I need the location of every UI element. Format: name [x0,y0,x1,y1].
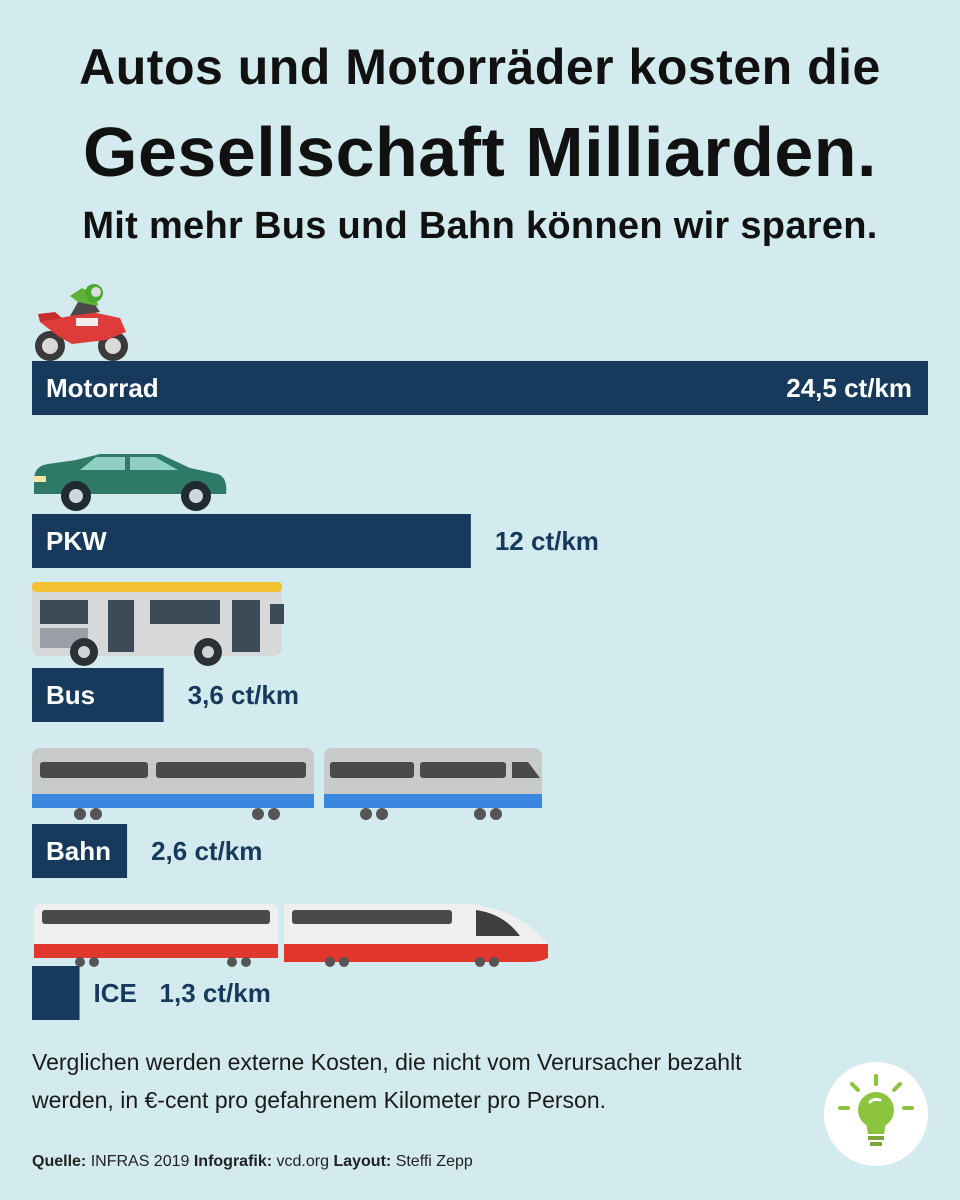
infografik-value: vcd.org [276,1153,329,1170]
title-line-1: Autos und Motorräder kosten die [79,39,881,95]
source-line: Quelle: INFRAS 2019 Infografik: vcd.org … [32,1153,473,1171]
bar-label-motorrad: Motorrad [46,373,159,403]
value-label-bahn: 2,6 ct/km [151,836,262,866]
ice-train-icon [34,904,548,967]
bar-motorrad [32,361,928,415]
footnote: Verglichen werden externe Kosten, die ni… [32,1049,742,1113]
bar-bahn [32,824,128,878]
bar-ice [32,966,80,1020]
car-icon [34,454,227,511]
bus-icon [32,582,284,666]
lightbulb-icon [838,1074,914,1146]
bar-label-pkw: PKW [46,526,107,556]
bar-label-ice: ICE [94,978,137,1008]
bar-pkw [32,514,471,568]
infografik-label: Infografik: [193,1153,273,1170]
value-label-ice: 1,3 ct/km [160,978,271,1008]
bars-group: Motorrad 24,5 ct/km PKW 12 ct/km Bus 3,6 ct/k… [32,361,928,1020]
value-label-bus: 3,6 ct/km [188,680,299,710]
source-value: INFRAS 2019 [90,1153,190,1170]
bar-label-bahn: Bahn [46,836,111,866]
layout-label: Layout: [333,1153,392,1170]
value-label-motorrad: 24,5 ct/km [786,373,912,403]
title-line-2: Gesellschaft Milliarden. [83,113,877,191]
regional-train-icon [32,748,542,820]
source-label: Quelle: [32,1153,87,1170]
motorcycle-icon [35,284,128,361]
layout-value: Steffi Zepp [395,1153,473,1170]
cost-bar-chart: Motorrad 24,5 ct/km PKW 12 ct/km Bus 3,6 ct/k… [32,284,928,1020]
bar-label-bus: Bus [46,680,95,710]
bar-bus [32,668,164,722]
subtitle: Mit mehr Bus und Bahn können wir sparen. [82,205,878,247]
value-label-pkw: 12 ct/km [495,526,599,556]
lightbulb-badge [824,1062,928,1166]
